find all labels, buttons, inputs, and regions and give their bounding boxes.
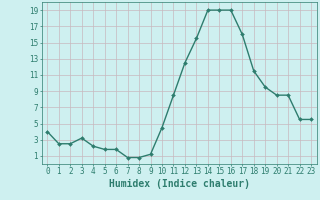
X-axis label: Humidex (Indice chaleur): Humidex (Indice chaleur)	[109, 179, 250, 189]
